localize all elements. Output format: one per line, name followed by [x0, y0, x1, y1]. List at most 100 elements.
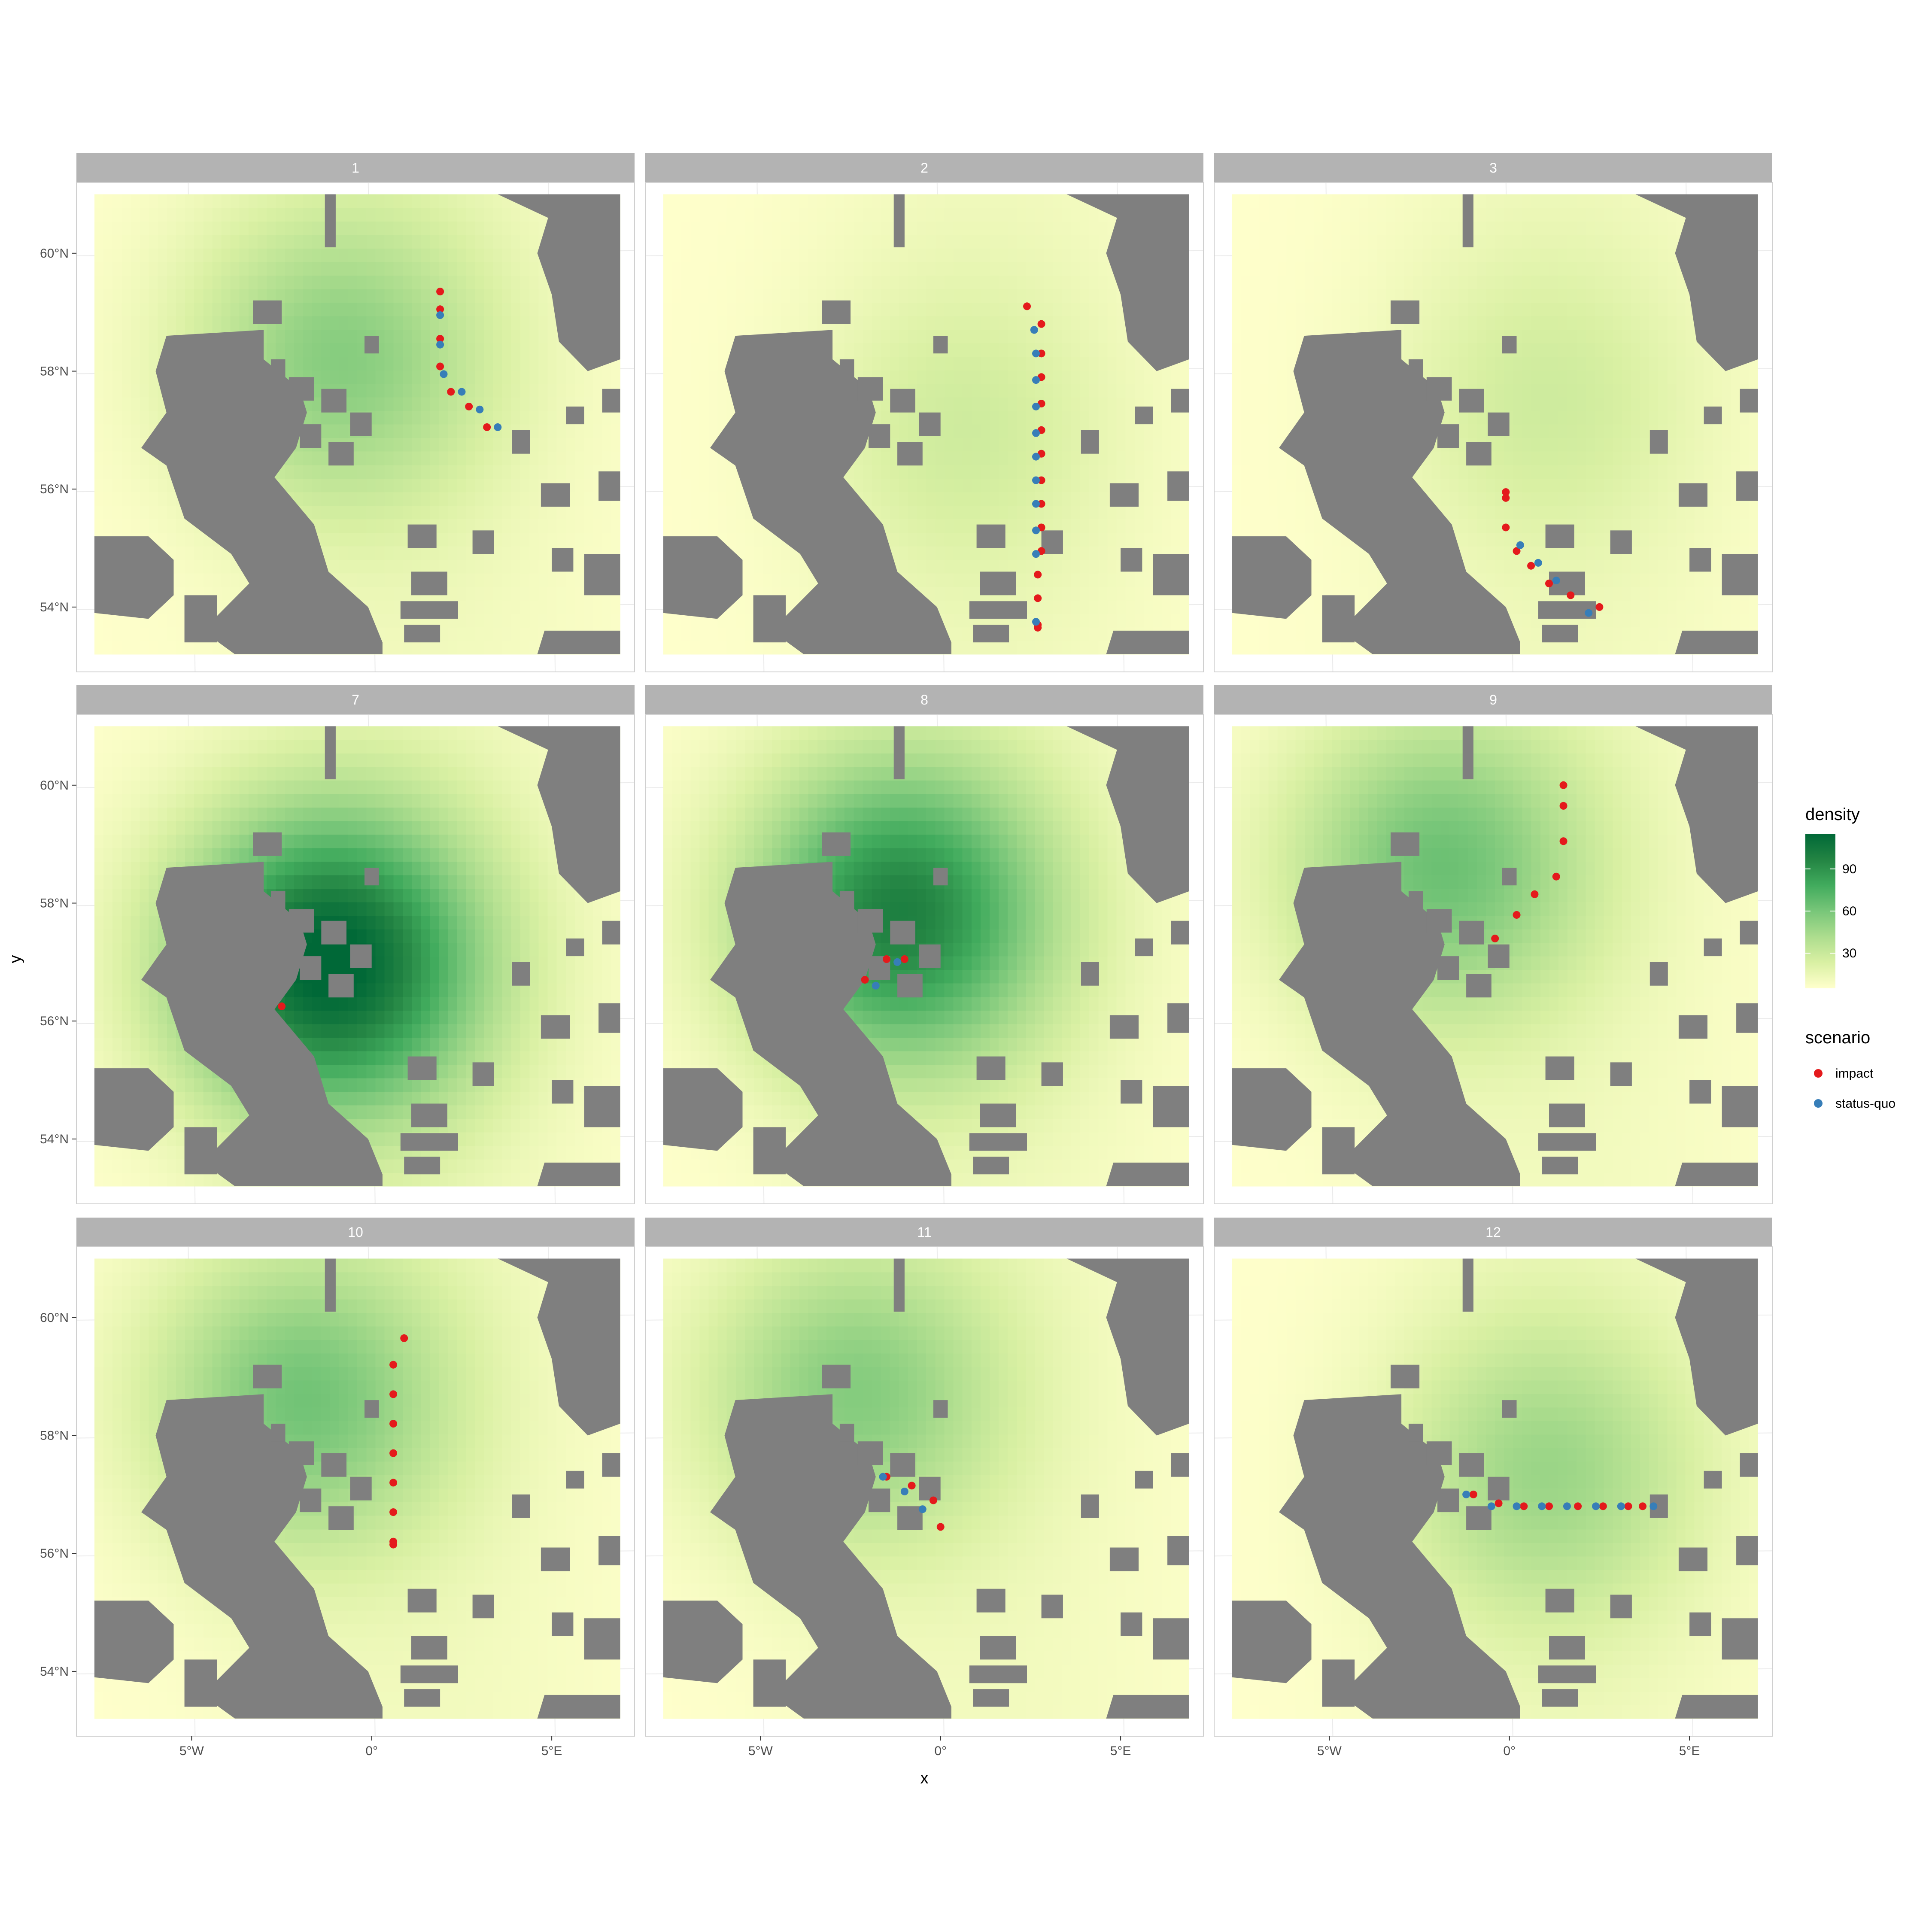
density-cell	[357, 383, 367, 398]
density-cell	[112, 208, 122, 222]
density-cell	[1162, 505, 1171, 519]
density-cell	[1749, 532, 1758, 547]
density-cell	[962, 465, 972, 479]
density-cell	[140, 478, 149, 492]
density-cell	[167, 262, 176, 276]
density-cell	[944, 410, 954, 425]
density-cell	[881, 302, 890, 316]
land-area	[976, 524, 1005, 548]
density-cell	[493, 546, 503, 560]
density-cell	[402, 559, 412, 574]
density-cell	[1053, 478, 1063, 492]
density-cell	[375, 424, 385, 438]
density-cell	[258, 248, 267, 262]
density-cell	[953, 546, 963, 560]
density-cell	[690, 262, 700, 276]
density-cell	[1180, 424, 1189, 438]
density-cell	[393, 221, 403, 235]
density-cell	[1080, 532, 1090, 547]
density-cell	[312, 235, 322, 249]
impact-point	[1034, 594, 1042, 602]
density-cell	[1649, 627, 1659, 641]
density-cell	[944, 316, 954, 330]
density-cell	[538, 519, 548, 533]
density-cell	[1125, 410, 1135, 425]
density-cell	[926, 316, 936, 330]
density-cell	[1613, 505, 1622, 519]
density-cell	[717, 329, 727, 343]
density-cell	[1649, 492, 1659, 506]
density-cell	[863, 465, 872, 479]
density-cell	[312, 492, 322, 506]
density-cell	[239, 221, 249, 235]
density-cell	[935, 451, 945, 465]
density-cell	[1071, 573, 1081, 587]
density-cell	[122, 262, 131, 276]
density-cell	[1722, 614, 1731, 628]
density-cell	[890, 343, 899, 357]
density-cell	[502, 221, 512, 235]
density-cell	[754, 641, 763, 655]
density-cell	[411, 208, 421, 222]
density-cell	[772, 208, 781, 222]
density-cell	[103, 370, 113, 384]
density-cell	[466, 329, 476, 343]
density-cell	[511, 356, 521, 371]
density-cell	[348, 492, 358, 506]
density-cell	[854, 316, 863, 330]
density-cell	[520, 641, 530, 655]
density-cell	[112, 370, 122, 384]
density-cell	[1722, 478, 1731, 492]
density-cell	[502, 248, 512, 262]
density-cell	[122, 505, 131, 519]
density-cell	[529, 573, 539, 587]
density-cell	[602, 532, 611, 547]
density-cell	[1740, 505, 1749, 519]
density-cell	[926, 586, 936, 601]
density-cell	[520, 289, 530, 303]
density-cell	[294, 248, 304, 262]
density-cell	[690, 505, 700, 519]
density-cell	[140, 356, 149, 371]
density-cell	[520, 316, 530, 330]
density-cell	[430, 194, 439, 208]
density-cell	[1232, 437, 1242, 452]
density-cell	[1595, 641, 1604, 655]
status-quo-point	[436, 340, 444, 349]
density-cell	[1277, 465, 1287, 479]
density-cell	[1277, 451, 1287, 465]
density-cell	[375, 383, 385, 398]
density-cell	[140, 262, 149, 276]
density-cell	[194, 289, 204, 303]
density-cell	[690, 248, 700, 262]
density-cell	[1740, 614, 1749, 628]
density-cell	[1134, 356, 1144, 371]
density-cell	[1540, 451, 1550, 465]
density-cell	[112, 383, 122, 398]
density-cell	[944, 424, 954, 438]
density-cell	[493, 289, 503, 303]
density-cell	[330, 262, 340, 276]
density-cell	[1062, 437, 1072, 452]
density-cell	[980, 478, 990, 492]
density-cell	[158, 248, 167, 262]
density-cell	[221, 221, 231, 235]
density-cell	[1549, 641, 1559, 655]
density-cell	[681, 356, 691, 371]
density-cell	[339, 289, 349, 303]
density-cell	[103, 437, 113, 452]
density-cell	[448, 424, 457, 438]
density-cell	[1107, 437, 1117, 452]
density-cell	[520, 532, 530, 547]
density-cell	[962, 492, 972, 506]
density-cell	[312, 505, 322, 519]
density-cell	[421, 194, 430, 208]
density-cell	[112, 329, 122, 343]
density-cell	[962, 573, 972, 587]
density-cell	[1143, 383, 1153, 398]
density-cell	[421, 248, 430, 262]
density-cell	[908, 532, 917, 547]
density-cell	[1685, 600, 1695, 614]
density-cell	[375, 397, 385, 411]
density-cell	[1558, 505, 1568, 519]
